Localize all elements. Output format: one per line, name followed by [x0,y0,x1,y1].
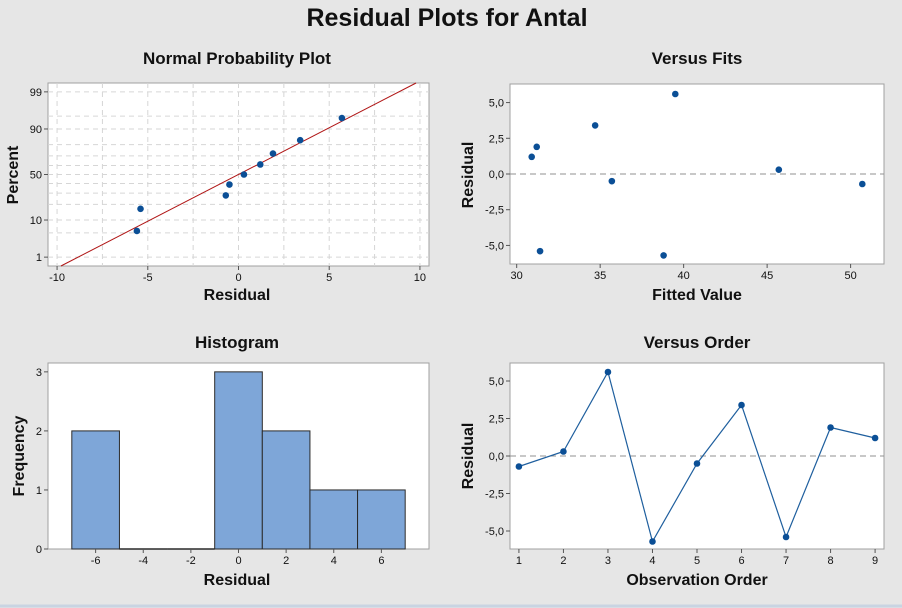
x-tick-label: 9 [872,555,878,567]
y-tick-label: -5,0 [485,526,504,538]
x-tick-label: 45 [761,270,773,282]
y-tick-label: 10 [30,215,42,227]
data-point [775,166,783,174]
data-point [827,424,834,431]
data-point [256,161,264,168]
x-tick-label: 8 [828,555,834,567]
x-tick-label: 1 [516,555,522,567]
data-point [137,205,144,213]
y-tick-label: 2,5 [489,133,504,145]
versus-fits-panel: Versus Fits 30 35 40 45 50-5,0-2,50,02,55,0 … [460,49,885,304]
data-point [560,448,567,455]
normal-probability-plot-x-axis-label: Residual [204,287,271,304]
y-tick-label: 50 [30,170,42,182]
data-point [226,181,233,188]
y-tick-label: 99 [30,87,42,99]
normal-probability-plot-y-axis-label: Percent [5,145,22,204]
x-tick-label: 10 [414,272,426,284]
normal-probability-plot-title: Normal Probability Plot [143,49,331,68]
data-point [533,143,541,151]
data-point [515,463,523,470]
y-tick-label: 90 [30,124,42,136]
histogram-x-axis-label: Residual [204,572,271,589]
y-tick-label: 0,0 [489,451,504,463]
x-tick-label: 6 [378,555,384,567]
data-point [591,122,599,129]
versus-order-panel: Versus Order 1 2 3 4 5 6 7 8 9-5,0-2,50,02,55,0 … [460,333,885,589]
x-tick-label: 30 [511,270,523,282]
x-tick-label: 4 [649,555,655,567]
histogram-bar [71,430,120,550]
versus-order-x-axis-label: Observation Order [626,572,767,589]
data-point [338,114,346,122]
x-tick-label: 50 [844,270,856,282]
versus-order-plot-area [509,362,885,550]
y-tick-label: 3 [36,367,42,379]
data-point [671,90,679,98]
histogram-bar [261,430,311,550]
y-tick-label: 2 [36,426,42,438]
y-tick-label: 1 [36,252,42,264]
x-tick-label: 7 [783,555,789,567]
histogram-bar [309,489,359,550]
x-tick-label: 2 [283,555,289,567]
data-point [858,180,866,188]
histogram-bar [214,371,263,550]
histogram-y-axis-label: Frequency [11,415,28,496]
data-point [604,368,612,376]
y-tick-label: 0,0 [489,169,504,181]
versus-order-y-axis-label: Residual [460,423,477,490]
y-tick-label: 2,5 [489,414,504,426]
x-tick-label: -10 [49,272,65,284]
y-tick-label: 5,0 [489,376,504,388]
versus-fits-x-axis-label: Fitted Value [652,287,742,304]
versus-fits-y-axis-label: Residual [460,142,477,209]
x-tick-label: 6 [738,555,744,567]
data-point [240,171,248,178]
data-point [269,150,277,157]
data-point [536,247,544,255]
x-tick-label: 2 [560,555,566,567]
data-point [738,401,745,409]
data-point [871,434,879,442]
x-tick-label: -6 [91,555,101,567]
x-tick-label: 35 [594,270,606,282]
x-tick-label: -4 [138,555,148,567]
normal-probability-plot-grid [48,83,429,266]
data-point [222,192,230,199]
x-tick-label: -2 [186,555,196,567]
y-tick-label: 0 [36,544,42,556]
versus-fits-title: Versus Fits [652,49,743,68]
x-tick-label: 0 [235,272,241,284]
y-tick-label: -5,0 [485,240,504,252]
y-tick-label: 1 [36,485,42,497]
x-tick-label: 4 [331,555,337,567]
x-tick-label: 5 [326,272,332,284]
x-tick-label: -5 [143,272,153,284]
normal-fit-line [60,82,417,267]
x-tick-label: 40 [678,270,690,282]
figure-title: Residual Plots for Antal [306,4,587,32]
y-tick-label: -2,5 [485,205,504,217]
histogram-bar [357,489,406,550]
versus-fits-plot-area [509,83,885,265]
normal-probability-plot-panel: Normal Probability Plot -10 -5 0 5 10 1 10 50 90… [5,49,430,304]
x-tick-label: 5 [694,555,700,567]
data-point [296,136,304,144]
data-point [528,153,536,161]
versus-order-title: Versus Order [644,333,751,352]
data-point [608,177,616,185]
y-tick-label: 5,0 [489,98,504,110]
data-point [660,252,667,259]
data-point [693,460,701,467]
y-tick-label: -2,5 [485,489,504,501]
x-tick-label: 0 [235,555,241,567]
x-tick-label: 3 [605,555,611,567]
histogram-title: Histogram [195,333,279,352]
data-point [782,533,790,541]
data-point [133,227,141,235]
histogram-panel: Histogram -6 -4 -2 0 2 4 6 0 1 2 3 Residual Freque… [11,333,430,589]
data-point [649,538,656,545]
